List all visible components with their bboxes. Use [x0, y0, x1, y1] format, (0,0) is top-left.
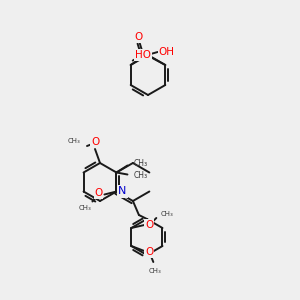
Text: O: O [94, 188, 103, 199]
Text: CH₃: CH₃ [67, 138, 80, 144]
Text: N: N [118, 187, 127, 196]
Text: O: O [91, 137, 99, 147]
Text: CH₃: CH₃ [134, 159, 148, 168]
Text: OH: OH [159, 47, 175, 57]
Text: O: O [145, 247, 153, 257]
Text: CH₃: CH₃ [160, 211, 173, 217]
Text: O: O [135, 32, 143, 42]
Text: CH₃: CH₃ [149, 268, 162, 274]
Text: CH₃: CH₃ [79, 206, 92, 212]
Text: O: O [145, 220, 153, 230]
Text: CH₃: CH₃ [134, 171, 148, 180]
Text: HO: HO [135, 50, 151, 60]
